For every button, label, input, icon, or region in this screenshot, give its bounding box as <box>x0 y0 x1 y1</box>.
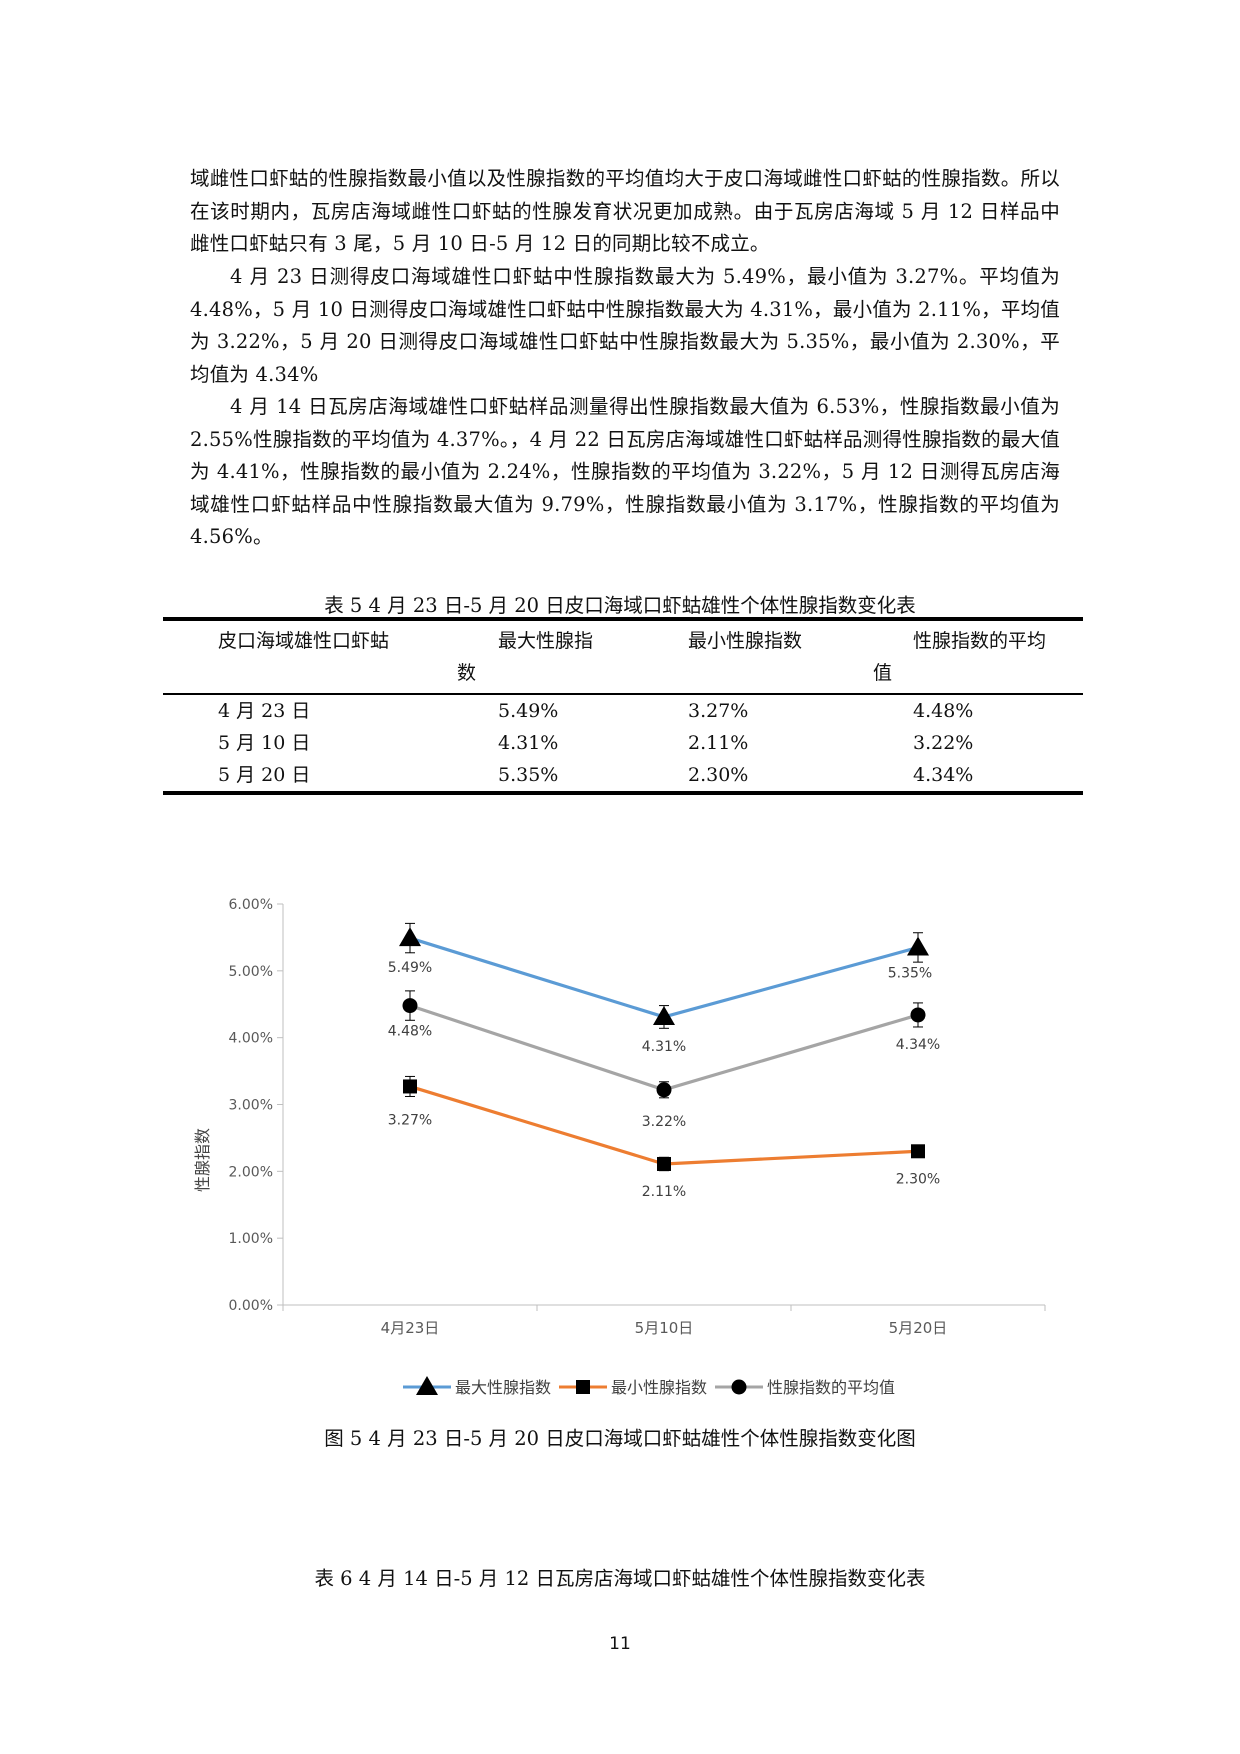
data-point-marker <box>653 1005 675 1025</box>
y-tick-label: 3.00% <box>229 1098 273 1114</box>
data-label: 3.22% <box>642 1114 686 1130</box>
table5-header-col3: 最小性腺指数 <box>688 630 803 652</box>
table5-cell-avg: 4.34% <box>913 764 974 786</box>
table5-cell-min: 2.11% <box>688 732 749 754</box>
page-number: 11 <box>609 1634 631 1654</box>
table5-cell-min: 2.30% <box>688 764 749 786</box>
y-tick-label: 5.00% <box>229 964 273 980</box>
legend-marker <box>416 1376 438 1395</box>
legend-label: 性腺指数的平均值 <box>767 1378 895 1397</box>
data-point-marker <box>399 927 421 947</box>
table6-caption: 表 6 4 月 14 日-5 月 12 日瓦房店海域口虾蛄雄性个体性腺指数变化表 <box>314 1567 926 1590</box>
table5-cell-max: 4.31% <box>498 732 559 754</box>
table5-header-col4-line1: 性腺指数的平均 <box>913 630 1047 652</box>
y-tick-label: 0.00% <box>229 1298 273 1314</box>
data-point-marker <box>907 936 929 956</box>
figure5-caption: 图 5 4 月 23 日-5 月 20 日皮口海域口虾蛄雄性个体性腺指数变化图 <box>324 1427 916 1450</box>
y-tick-label: 1.00% <box>229 1231 273 1247</box>
data-point-marker <box>402 998 418 1014</box>
data-label: 5.49% <box>388 960 432 976</box>
table5-cell-avg: 4.48% <box>913 700 974 722</box>
data-label: 4.34% <box>896 1037 940 1053</box>
y-tick-label: 2.00% <box>229 1164 273 1180</box>
legend-marker <box>731 1379 747 1395</box>
table5-header-col2-line2: 数 <box>457 662 477 684</box>
table-row: 4 月 23 日 5.49% 3.27% 4.48% <box>163 694 1083 727</box>
legend-label: 最大性腺指数 <box>455 1378 551 1397</box>
data-point-marker <box>910 1007 926 1023</box>
y-tick-label: 6.00% <box>229 897 273 913</box>
data-point-marker <box>656 1082 672 1098</box>
table5-header-col2-line1: 最大性腺指 <box>498 630 594 652</box>
data-point-marker <box>911 1144 925 1159</box>
data-point-marker <box>657 1156 671 1171</box>
y-tick-label: 4.00% <box>229 1031 273 1047</box>
legend-label: 最小性腺指数 <box>611 1378 707 1397</box>
x-tick-label: 5月10日 <box>635 1319 694 1337</box>
table5-cell-max: 5.35% <box>498 764 559 786</box>
chart-y-axis-label: 性腺指数 <box>193 1128 212 1192</box>
table5-cell-max: 5.49% <box>498 700 559 722</box>
data-label: 2.11% <box>642 1184 686 1200</box>
data-label: 5.35% <box>888 965 932 981</box>
data-label: 4.48% <box>388 1024 432 1040</box>
table-row: 5 月 10 日 4.31% 2.11% 3.22% <box>163 727 1083 759</box>
gonad-index-line-chart: 性腺指数 0.00% 1.00% 2.00% 3.00% 4.00% 5.00% 6.00%… <box>193 897 1046 1397</box>
table-row: 5 月 20 日 5.35% 2.30% 4.34% <box>163 759 1083 793</box>
table5-header-col4-line2: 值 <box>873 662 893 684</box>
paragraph-1: 域雌性口虾蛄的性腺指数最小值以及性腺指数的平均值均大于皮口海域雌性口虾蛄的性腺指… <box>190 167 1060 256</box>
table5-cell-min: 3.27% <box>688 700 749 722</box>
table5-header-col1: 皮口海域雄性口虾蛄 <box>218 630 390 652</box>
table5-cell-date: 4 月 23 日 <box>218 700 311 722</box>
table5-cell-avg: 3.22% <box>913 732 974 754</box>
x-tick-label: 5月20日 <box>889 1319 948 1337</box>
table5-header-row: 皮口海域雄性口虾蛄 最大性腺指 数 最小性腺指数 性腺指数的平均 值 <box>163 619 1083 694</box>
x-tick-label: 4月23日 <box>381 1319 440 1337</box>
table5-caption: 表 5 4 月 23 日-5 月 20 日皮口海域口虾蛄雄性个体性腺指数变化表 <box>324 594 916 617</box>
legend-marker <box>576 1380 590 1394</box>
paragraph-3: 4 月 14 日瓦房店海域雄性口虾蛄样品测量得出性腺指数最大值为 6.53%，性… <box>190 395 1060 549</box>
paragraph-2: 4 月 23 日测得皮口海域雄性口虾蛄中性腺指数最大为 5.49%，最小值为 3… <box>190 265 1060 386</box>
data-label: 3.27% <box>388 1112 432 1128</box>
data-point-marker <box>403 1079 417 1094</box>
table5: 皮口海域雄性口虾蛄 最大性腺指 数 最小性腺指数 性腺指数的平均 值 4 月 2… <box>163 617 1083 795</box>
data-label: 2.30% <box>896 1171 940 1187</box>
table5-cell-date: 5 月 10 日 <box>218 732 311 754</box>
table5-cell-date: 5 月 20 日 <box>218 764 311 786</box>
data-label: 4.31% <box>642 1039 686 1055</box>
